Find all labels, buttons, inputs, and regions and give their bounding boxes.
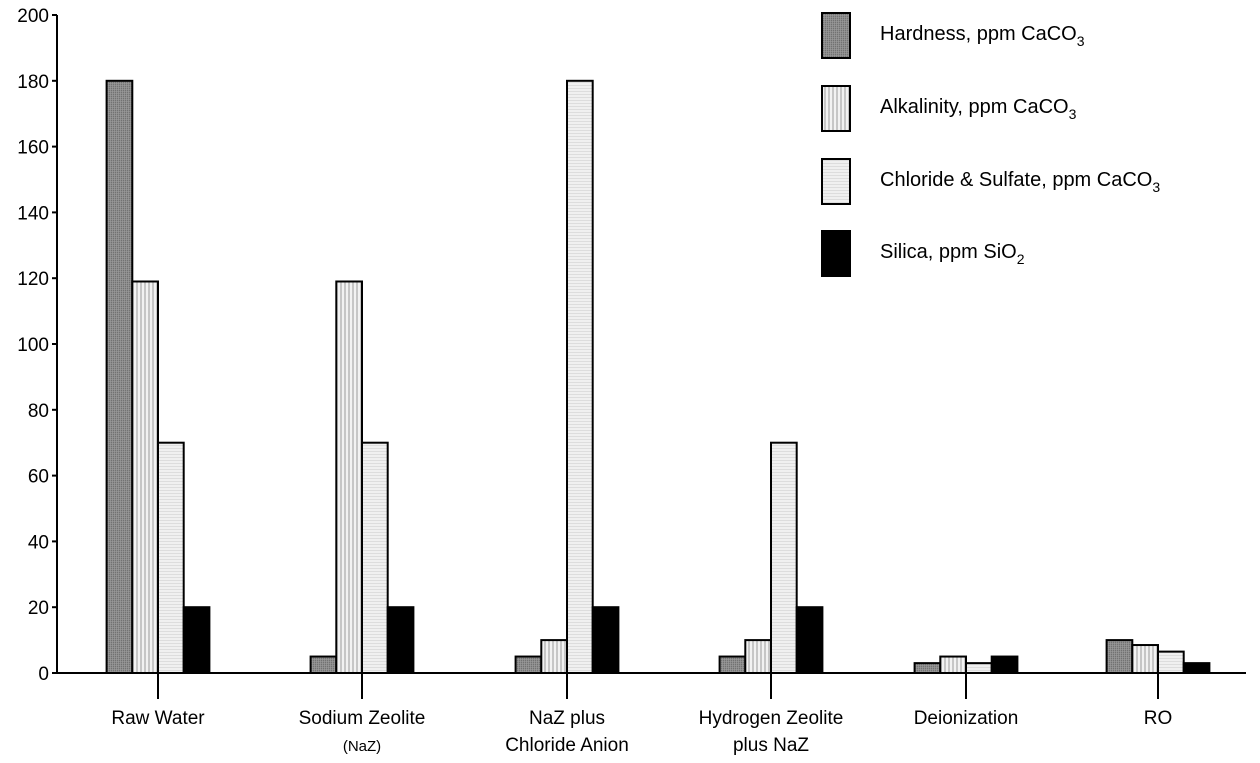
- bar-alkalinity: [540, 639, 568, 674]
- y-tick-label: 60: [28, 467, 49, 488]
- bar-alkalinity: [131, 280, 160, 674]
- legend-label-chloride: Chloride & Sulfate, ppm CaCO3: [880, 169, 1160, 195]
- bar-hardness: [309, 655, 338, 674]
- legend-swatch-chloride: [821, 158, 851, 205]
- bar-hardness: [718, 655, 747, 674]
- bar-silica: [795, 606, 824, 675]
- x-tick-label: Hydrogen Zeolite: [699, 708, 844, 729]
- bar-chloride: [157, 441, 185, 675]
- x-tick-label: (NaZ): [343, 738, 381, 755]
- bar-chloride: [566, 79, 594, 675]
- x-tick-label: Chloride Anion: [505, 735, 629, 756]
- legend-label-subscript: 3: [1152, 179, 1160, 195]
- bar-chloride: [770, 441, 798, 675]
- y-tick-label: 200: [17, 6, 49, 27]
- y-tick-label: 160: [17, 138, 49, 159]
- bar-alkalinity: [939, 655, 967, 674]
- legend-swatch-alkalinity: [821, 85, 851, 132]
- bar-alkalinity: [1131, 644, 1160, 674]
- x-tick-label: Sodium Zeolite: [299, 708, 426, 729]
- bar-chloride: [361, 441, 389, 675]
- legend-label-hardness: Hardness, ppm CaCO3: [880, 23, 1085, 49]
- y-tick-label: 120: [17, 269, 49, 290]
- bar-hardness: [1105, 639, 1134, 674]
- x-tick-label: Deionization: [914, 708, 1019, 729]
- y-tick-label: 80: [28, 401, 49, 422]
- legend-label-alkalinity: Alkalinity, ppm CaCO3: [880, 96, 1077, 122]
- y-tick-label: 180: [17, 72, 49, 93]
- bar-alkalinity: [335, 280, 363, 674]
- legend-label-text: Silica, ppm SiO: [880, 241, 1017, 263]
- bar-chloride: [1157, 650, 1185, 674]
- legend-label-subscript: 2: [1017, 251, 1025, 267]
- legend-label-silica: Silica, ppm SiO2: [880, 241, 1025, 267]
- bar-hardness: [105, 79, 134, 675]
- legend-swatch-hardness: [821, 12, 851, 59]
- bar-silica: [990, 655, 1019, 674]
- bar-silica: [386, 606, 415, 675]
- bar-silica: [591, 606, 620, 675]
- bar-hardness: [913, 662, 942, 675]
- plot-area: 0 20 40 60 80 100 120 140 160 180 200 Raw Water Sodi…: [17, 6, 1246, 756]
- legend-swatch-silica: [821, 230, 851, 277]
- bar-hardness: [514, 655, 543, 674]
- x-tick-label: Raw Water: [111, 708, 205, 729]
- bar-silica: [1182, 662, 1211, 675]
- x-tick-label: NaZ plus: [529, 708, 605, 729]
- bar-alkalinity: [744, 639, 772, 674]
- y-tick-label: 40: [28, 532, 49, 553]
- bar-chloride: [965, 662, 993, 675]
- x-tick-label: RO: [1144, 708, 1173, 729]
- x-tick-label: plus NaZ: [733, 735, 809, 756]
- legend-label-text: Hardness, ppm CaCO: [880, 23, 1077, 45]
- bar-silica: [182, 606, 211, 675]
- y-tick-label: 20: [28, 598, 49, 619]
- legend-label-subscript: 3: [1069, 106, 1077, 122]
- y-tick-label: 100: [17, 335, 49, 356]
- y-tick-label: 140: [17, 203, 49, 224]
- legend-label-subscript: 3: [1077, 33, 1085, 49]
- y-tick-label: 0: [38, 664, 49, 685]
- legend-label-text: Chloride & Sulfate, ppm CaCO: [880, 169, 1152, 191]
- legend-label-text: Alkalinity, ppm CaCO: [880, 96, 1069, 118]
